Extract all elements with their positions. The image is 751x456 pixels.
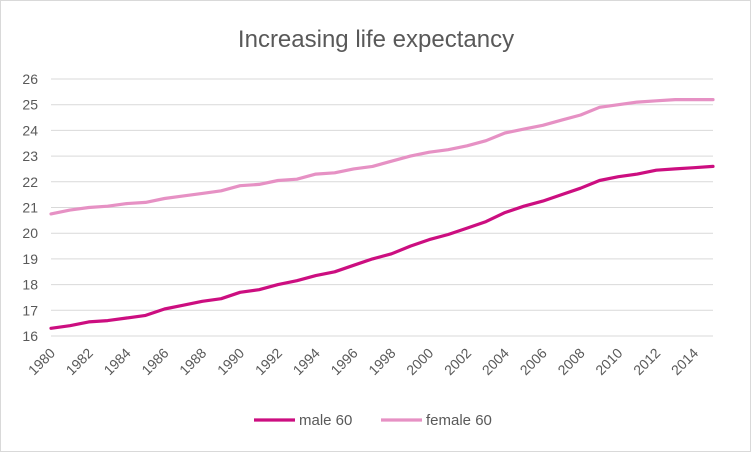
series-line-male-60	[49, 164, 715, 330]
y-tick-label: 23	[22, 148, 38, 164]
legend-label: female 60	[426, 412, 492, 429]
y-tick-label: 26	[22, 71, 38, 87]
x-tick-label: 2002	[441, 345, 474, 378]
x-tick-label: 1980	[25, 345, 58, 378]
x-tick-label: 1996	[327, 345, 360, 378]
x-tick-label: 2008	[554, 345, 587, 378]
y-tick-label: 20	[22, 225, 38, 241]
series-line-female-60	[49, 97, 715, 216]
legend: male 60 female 60	[254, 412, 492, 429]
x-tick-label: 1982	[63, 345, 96, 378]
y-tick-label: 24	[22, 122, 38, 138]
y-axis-tick-labels: 16 17 18 19 20 21 22 23 24 25 26	[22, 71, 38, 344]
series-lines	[49, 97, 715, 330]
y-tick-label: 19	[22, 251, 38, 267]
x-tick-label: 1998	[365, 345, 398, 378]
x-tick-label: 1990	[214, 345, 247, 378]
x-axis-tick-labels: 1980 1982 1984 1986 1988 1990 1992 1994 1996 1998…	[25, 345, 702, 378]
x-tick-label: 2014	[668, 345, 701, 378]
x-tick-label: 2010	[592, 345, 625, 378]
x-tick-label: 1994	[290, 345, 323, 378]
y-tick-label: 21	[22, 200, 38, 216]
x-tick-label: 2012	[630, 345, 663, 378]
x-tick-label: 1986	[138, 345, 171, 378]
chart-title: Increasing life expectancy	[238, 26, 514, 53]
y-tick-label: 25	[22, 97, 38, 113]
y-tick-label: 22	[22, 174, 38, 190]
legend-label: male 60	[299, 412, 352, 429]
y-tick-label: 18	[22, 277, 38, 293]
x-tick-label: 1992	[252, 345, 285, 378]
x-tick-label: 1988	[176, 345, 209, 378]
x-tick-label: 2000	[403, 345, 436, 378]
x-tick-label: 2006	[517, 345, 550, 378]
x-tick-label: 1984	[100, 345, 133, 378]
x-tick-label: 2004	[479, 345, 512, 378]
gridlines	[51, 78, 713, 337]
y-tick-label: 16	[22, 328, 38, 344]
y-tick-label: 17	[22, 302, 38, 318]
